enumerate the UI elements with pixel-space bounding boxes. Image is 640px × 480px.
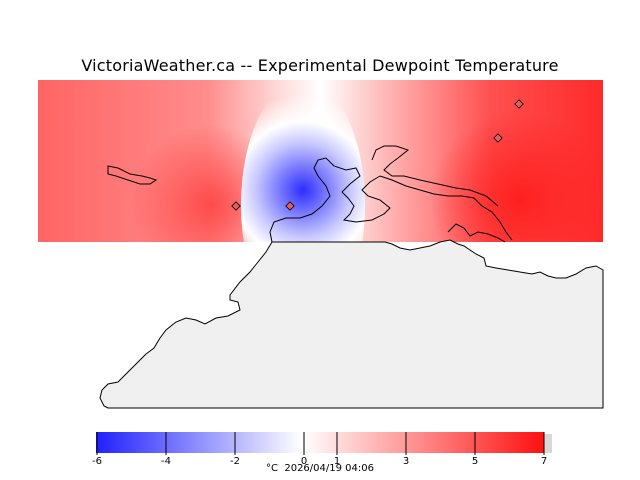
unit-label: °C bbox=[266, 463, 278, 474]
chart-title: VictoriaWeather.ca -- Experimental Dewpo… bbox=[81, 56, 559, 75]
colorbar-tick-label: -2 bbox=[230, 456, 240, 467]
land-mass bbox=[99, 239, 604, 409]
colorbar-gradient bbox=[96, 432, 544, 453]
station-marker bbox=[285, 201, 295, 211]
station-markers bbox=[231, 99, 524, 211]
colorbar-tick-label: 7 bbox=[541, 456, 547, 467]
dewpoint-field bbox=[38, 80, 603, 242]
timestamp: 2026/04/19 04:06 bbox=[284, 463, 374, 474]
colorbar-tick-label: -4 bbox=[161, 456, 171, 467]
colorbar-tick-label: 1 bbox=[334, 456, 340, 467]
station-marker bbox=[231, 201, 241, 211]
colorbar-tick-label: -6 bbox=[92, 456, 102, 467]
coastlines bbox=[107, 145, 513, 243]
colorbar-tick-label: 0 bbox=[301, 456, 307, 467]
station-marker bbox=[493, 133, 503, 143]
colorbar-caption: °C 2026/04/19 04:06 bbox=[0, 463, 640, 474]
colorbar-tick-label: 5 bbox=[472, 456, 478, 467]
station-marker bbox=[514, 99, 524, 109]
colorbar-tick-label: 3 bbox=[403, 456, 409, 467]
